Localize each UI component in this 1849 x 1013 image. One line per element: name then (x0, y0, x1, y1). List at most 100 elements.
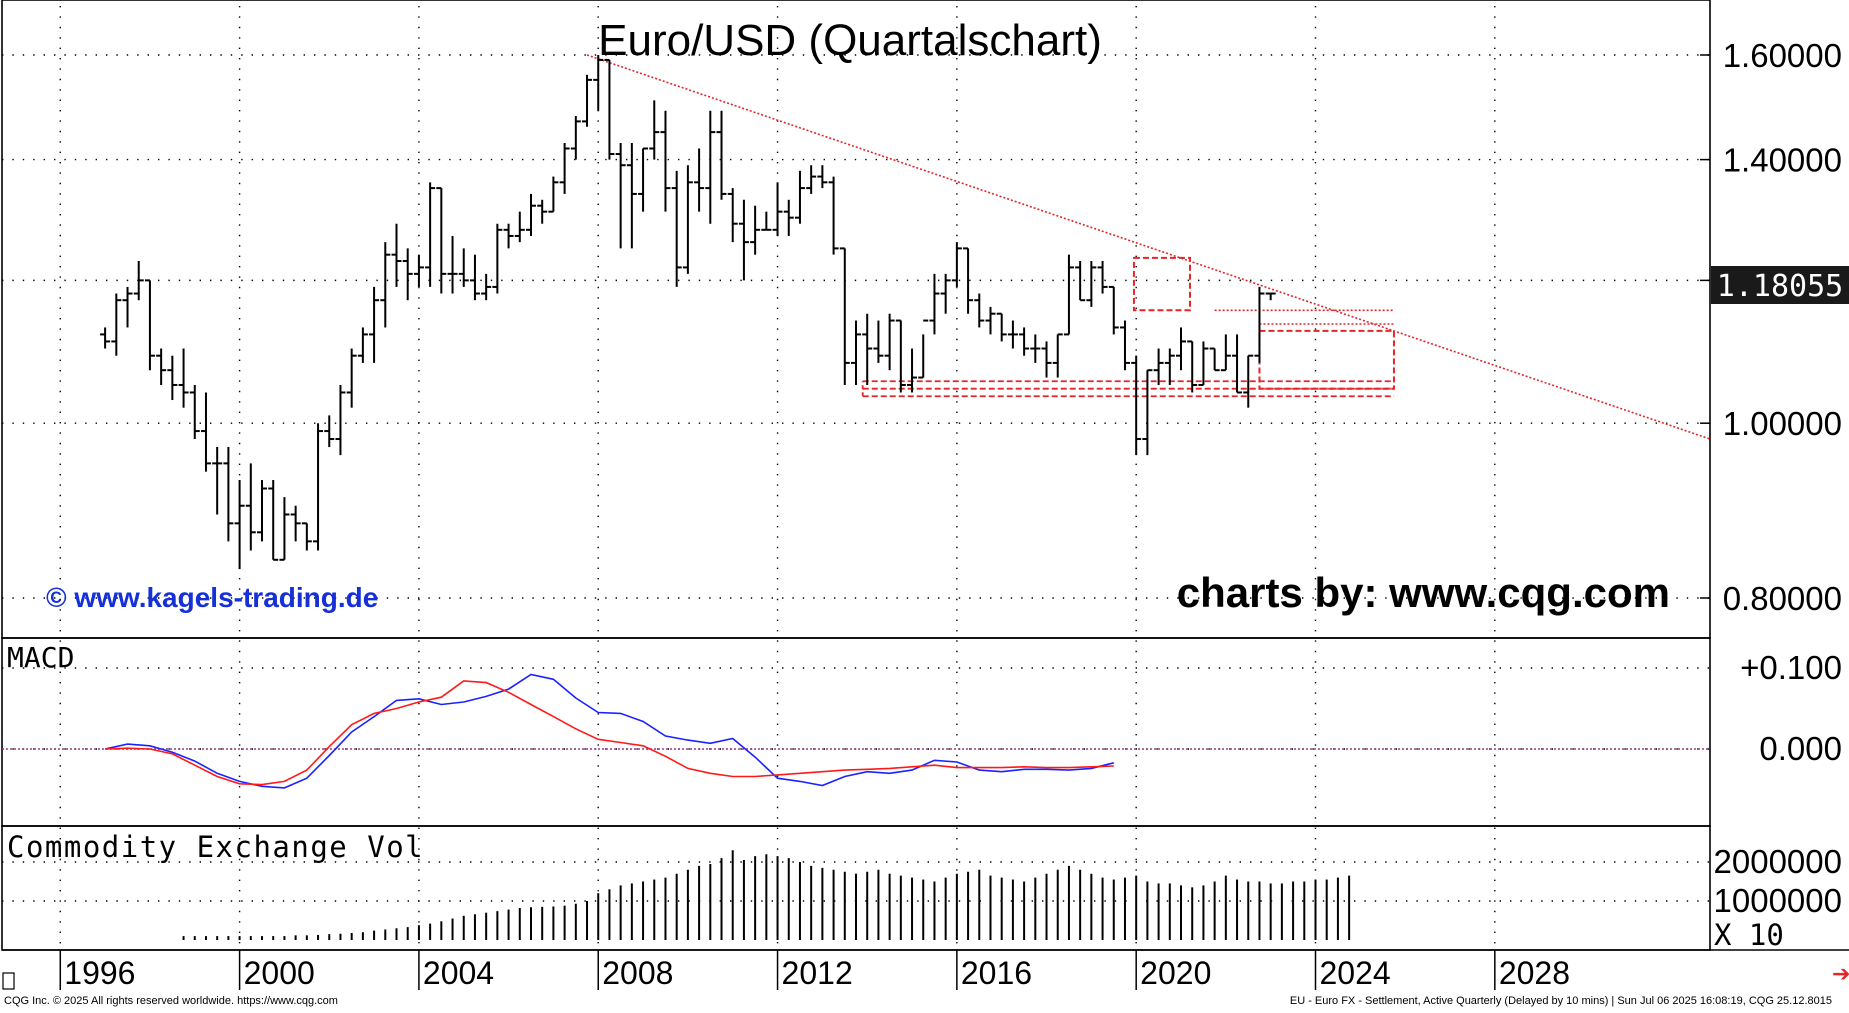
ohlc-bar (223, 447, 234, 542)
highlight-box (1132, 256, 1191, 312)
macd-line (104, 673, 1114, 789)
ohlc-bar (257, 480, 268, 542)
ohlc-bar (189, 384, 200, 440)
ohlc-bar (593, 55, 604, 111)
ohlc-bar (1164, 348, 1175, 385)
ohlc-bar (1131, 355, 1142, 456)
ohlc-bar (1086, 261, 1097, 307)
year-tick-label: 1996 (64, 955, 135, 991)
scroll-right-arrow-icon[interactable]: ➔ (1832, 961, 1849, 986)
year-tick-label: 2008 (602, 955, 673, 991)
watermark-left: © www.kagels-trading.de (46, 582, 378, 613)
ohlc-bar (582, 74, 593, 127)
ohlc-bar (604, 58, 615, 160)
ohlc-bar (862, 313, 873, 385)
ohlc-bar (828, 176, 839, 255)
ohlc-bar (1041, 341, 1052, 378)
macd-tick-label: 0.000 (1759, 730, 1842, 767)
ohlc-bar (1243, 354, 1254, 408)
corner-box-icon (2, 972, 15, 990)
ohlc-bar (503, 223, 514, 249)
ohlc-bar (929, 273, 940, 335)
ohlc-bar (851, 320, 861, 385)
year-tick-label: 2000 (244, 955, 315, 991)
ohlc-bar (559, 142, 570, 194)
ohlc-bar (873, 320, 884, 363)
year-tick-label: 2012 (782, 955, 853, 991)
ohlc-bar (1119, 320, 1130, 371)
ohlc-bar (380, 242, 391, 328)
ohlc-bar (806, 165, 817, 194)
ohlc-bar (1198, 341, 1209, 386)
ohlc-bar (369, 286, 380, 363)
ohlc-bar (660, 110, 671, 212)
macd-panel-title: MACD (7, 641, 74, 674)
last-price-label: 1.18055 (1717, 269, 1843, 304)
ohlc-bar (548, 176, 559, 213)
ohlc-bar (738, 199, 749, 281)
ohlc-bar (772, 182, 783, 236)
ohlc-bar (324, 415, 335, 448)
ohlc-bar (985, 306, 996, 335)
ohlc-bar (413, 254, 424, 287)
ohlc-bar (290, 505, 301, 542)
volume-tick-label: 2000000 (1714, 843, 1842, 880)
ohlc-bar (839, 247, 850, 385)
ohlc-bar (1232, 334, 1243, 394)
volume-unit-note: X 10 (1714, 918, 1784, 952)
ohlc-bar (178, 348, 189, 408)
ohlc-bar (1265, 292, 1276, 301)
ohlc-bar (615, 142, 626, 249)
ohlc-bar (1176, 327, 1187, 371)
ohlc-bar (1153, 348, 1164, 385)
footer-right: EU - Euro FX - Settlement, Active Quarte… (1290, 995, 1832, 1007)
ohlc-bar (794, 170, 805, 224)
ohlc-bar (245, 463, 256, 551)
last-price-box (1711, 266, 1849, 304)
ohlc-bar (492, 223, 503, 294)
ohlc-bar (1097, 261, 1108, 294)
price-tick-label: 0.80000 (1723, 580, 1842, 617)
ohlc-bar (167, 355, 178, 401)
ohlc-bar (537, 199, 548, 224)
year-tick-label: 2020 (1140, 955, 1211, 991)
panel-frames (1, 0, 1849, 951)
ohlc-bar (469, 254, 480, 301)
ohlc-bar (705, 110, 716, 224)
ohlc-bar (1220, 334, 1231, 372)
ohlc-bar (335, 384, 346, 456)
ohlc-bar (940, 273, 951, 314)
ohlc-bar (301, 522, 312, 551)
ohlc-bar (671, 170, 682, 287)
ohlc-bar (525, 193, 536, 236)
ohlc-bar (391, 223, 402, 287)
ohlc-bar (425, 182, 436, 287)
ohlc-bar (884, 313, 895, 371)
volume-panel-title: Commodity Exchange Vol (7, 830, 424, 864)
macd-layer (2, 673, 1710, 789)
ohlc-bar (626, 142, 637, 249)
ohlc-bar (570, 116, 581, 160)
ohlc-bar (783, 199, 794, 236)
ohlc-bar (1007, 320, 1018, 349)
footer-left: CQG Inc. © 2025 All rights reserved worl… (4, 995, 338, 1007)
year-tick-label: 2016 (961, 955, 1032, 991)
ohlc-bar (1075, 261, 1086, 302)
ohlc-bar (694, 148, 705, 212)
ohlc-bar (649, 100, 660, 160)
ohlc-bar (1108, 285, 1119, 335)
year-tick-label: 2028 (1499, 955, 1570, 991)
downtrend-line (586, 54, 1711, 440)
ohlc-bar (727, 188, 738, 243)
ohlc-bar (279, 497, 290, 561)
ohlc-bar (234, 480, 245, 570)
ohlc-bar (1019, 327, 1030, 356)
price-tick-label: 1.00000 (1723, 405, 1842, 442)
macd-tick-label: +0.100 (1740, 649, 1842, 686)
ohlc-bar (514, 211, 525, 243)
ohlc-bar (346, 348, 357, 408)
volume-bars (182, 850, 1351, 940)
year-tick-label: 2004 (423, 955, 494, 991)
